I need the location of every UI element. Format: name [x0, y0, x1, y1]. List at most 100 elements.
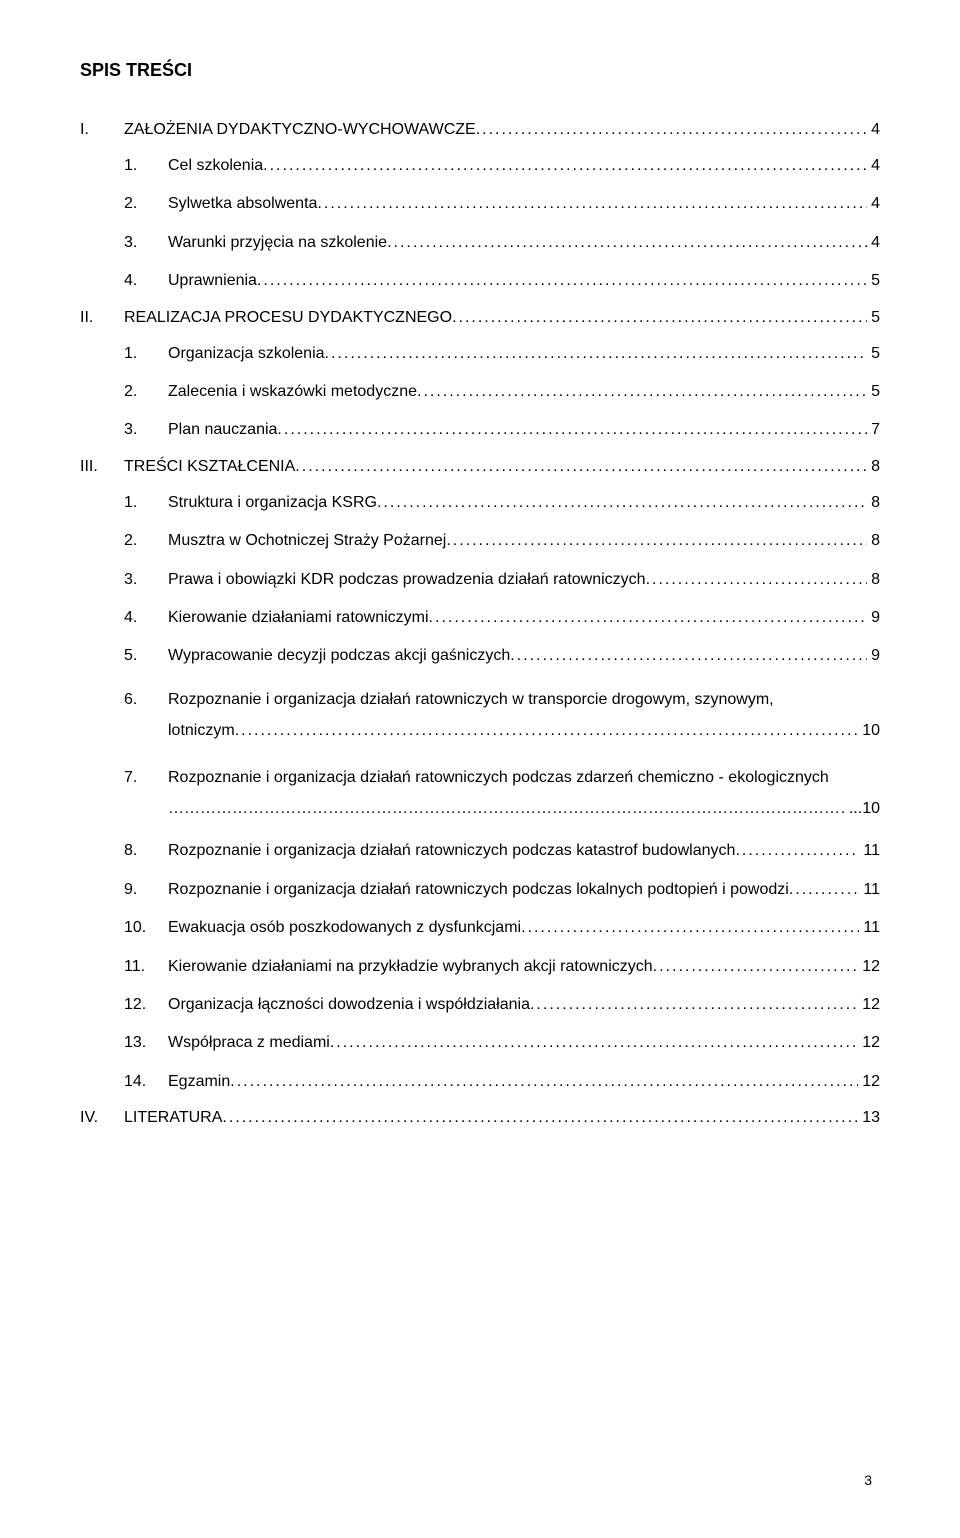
- dot-leader: ........................................…: [257, 270, 867, 292]
- section-number: I.: [80, 121, 124, 139]
- dot-leader: ........................................…: [429, 607, 868, 629]
- toc-item: 12.Organizacja łączności dowodzenia i ws…: [124, 994, 880, 1016]
- item-page: 9: [867, 645, 880, 667]
- toc-item: 6.Rozpoznanie i organizacja działań rato…: [124, 684, 880, 746]
- item-title-line1: Rozpoznanie i organizacja działań ratown…: [168, 769, 829, 786]
- item-page: 8: [867, 530, 880, 552]
- item-page: 7: [867, 419, 880, 441]
- item-page: 11: [859, 879, 880, 901]
- item-title: Rozpoznanie i organizacja działań ratown…: [168, 879, 789, 901]
- dot-leader: ........................................…: [317, 193, 867, 215]
- item-number: 9.: [124, 879, 168, 901]
- item-number: 11.: [124, 956, 168, 978]
- document-title: SPIS TREŚCI: [80, 60, 880, 81]
- toc-item: 11.Kierowanie działaniami na przykładzie…: [124, 956, 880, 978]
- item-title: Współpraca z mediami: [168, 1032, 330, 1054]
- item-page: 8: [867, 569, 880, 591]
- item-title: Wypracowanie decyzji podczas akcji gaśni…: [168, 645, 510, 667]
- section-title: LITERATURA: [124, 1109, 222, 1127]
- toc-item: 10.Ewakuacja osób poszkodowanych z dysfu…: [124, 917, 880, 939]
- dot-leader: ........................................…: [530, 994, 858, 1016]
- item-title: Musztra w Ochotniczej Straży Pożarnej: [168, 530, 446, 552]
- item-page: 9: [867, 607, 880, 629]
- item-page: ...10: [845, 793, 880, 824]
- dot-leader: ........................................…: [222, 1109, 858, 1127]
- item-title: Ewakuacja osób poszkodowanych z dysfunkc…: [168, 917, 521, 939]
- item-page: 5: [867, 381, 880, 403]
- item-page: 12: [858, 1032, 880, 1054]
- item-number: 7.: [124, 762, 168, 793]
- dot-leader: ........................................…: [235, 715, 859, 746]
- item-title: Cel szkolenia: [168, 155, 263, 177]
- item-number: 8.: [124, 840, 168, 862]
- toc-section-heading: III.TREŚCI KSZTAŁCENIA..................…: [80, 458, 880, 476]
- item-number: 2.: [124, 530, 168, 552]
- toc-item: 4.Uprawnienia...........................…: [124, 270, 880, 292]
- toc-item: 9.Rozpoznanie i organizacja działań rato…: [124, 879, 880, 901]
- dot-leader: ........................................…: [295, 458, 867, 476]
- item-title: Prawa i obowiązki KDR podczas prowadzeni…: [168, 569, 646, 591]
- toc-item: 2.Zalecenia i wskazówki metodyczne......…: [124, 381, 880, 403]
- item-title: Organizacja łączności dowodzenia i współ…: [168, 994, 530, 1016]
- item-number: 14.: [124, 1071, 168, 1093]
- dot-leader: ........................................…: [417, 381, 867, 403]
- section-number: II.: [80, 309, 124, 327]
- toc-section-heading: IV.LITERATURA...........................…: [80, 1109, 880, 1127]
- item-title: Kierowanie działaniami ratowniczymi: [168, 607, 429, 629]
- item-title: Warunki przyjęcia na szkolenie: [168, 232, 387, 254]
- dot-leader: ........................................…: [646, 569, 868, 591]
- toc-item: 1.Cel szkolenia.........................…: [124, 155, 880, 177]
- item-number: 1.: [124, 343, 168, 365]
- section-page: 5: [867, 309, 880, 327]
- dot-leader: ........................................…: [476, 121, 867, 139]
- toc-item: 3.Prawa i obowiązki KDR podczas prowadze…: [124, 569, 880, 591]
- dot-leader: ........................................…: [521, 917, 859, 939]
- item-number: 2.: [124, 381, 168, 403]
- item-page: 5: [867, 343, 880, 365]
- item-title: Kierowanie działaniami na przykładzie wy…: [168, 956, 653, 978]
- dot-leader: ........................................…: [325, 343, 868, 365]
- item-page: 12: [858, 994, 880, 1016]
- toc-item: 13.Współpraca z mediami.................…: [124, 1032, 880, 1054]
- item-title: Organizacja szkolenia: [168, 343, 325, 365]
- toc-section-heading: I.ZAŁOŻENIA DYDAKTYCZNO-WYCHOWAWCZE.....…: [80, 121, 880, 139]
- item-number: 3.: [124, 569, 168, 591]
- toc-item: 1.Organizacja szkolenia.................…: [124, 343, 880, 365]
- item-page: 4: [867, 193, 880, 215]
- item-page: 4: [867, 232, 880, 254]
- dot-leader: ........................................…: [230, 1071, 858, 1093]
- item-page: 5: [867, 270, 880, 292]
- section-number: III.: [80, 458, 124, 476]
- item-title-line1: Rozpoznanie i organizacja działań ratown…: [168, 691, 774, 708]
- dot-leader: ........................................…: [510, 645, 867, 667]
- dot-leader: ........................................…: [263, 155, 867, 177]
- section-number: IV.: [80, 1109, 124, 1127]
- toc-item: 4.Kierowanie działaniami ratowniczymi...…: [124, 607, 880, 629]
- toc-item: 2.Sylwetka absolwenta...................…: [124, 193, 880, 215]
- item-page: 4: [867, 155, 880, 177]
- dot-leader: ........................................…: [452, 309, 867, 327]
- item-title: Egzamin: [168, 1071, 230, 1093]
- toc-item: 3.Warunki przyjęcia na szkolenie........…: [124, 232, 880, 254]
- item-title: Zalecenia i wskazówki metodyczne: [168, 381, 417, 403]
- item-number: 3.: [124, 419, 168, 441]
- dot-leader: ........................................…: [387, 232, 867, 254]
- toc-item: 7.Rozpoznanie i organizacja działań rato…: [124, 762, 880, 824]
- item-title: Uprawnienia: [168, 270, 257, 292]
- item-number: 1.: [124, 492, 168, 514]
- section-title: REALIZACJA PROCESU DYDAKTYCZNEGO: [124, 309, 452, 327]
- ellipsis-leader: ……………………………………………………………………………………………………………: [168, 793, 845, 824]
- dot-leader: ........................................…: [277, 419, 867, 441]
- item-title: Sylwetka absolwenta: [168, 193, 317, 215]
- toc-item: 5.Wypracowanie decyzji podczas akcji gaś…: [124, 645, 880, 667]
- toc-section-heading: II.REALIZACJA PROCESU DYDAKTYCZNEGO.....…: [80, 309, 880, 327]
- item-number: 2.: [124, 193, 168, 215]
- page-number: 3: [864, 1472, 872, 1488]
- section-page: 13: [858, 1109, 880, 1127]
- item-title-line2: lotniczym: [168, 715, 235, 746]
- item-page: 10: [858, 715, 880, 746]
- section-title: TREŚCI KSZTAŁCENIA: [124, 458, 295, 476]
- dot-leader: ........................................…: [377, 492, 867, 514]
- item-page: 11: [859, 917, 880, 939]
- dot-leader: ........................................…: [446, 530, 867, 552]
